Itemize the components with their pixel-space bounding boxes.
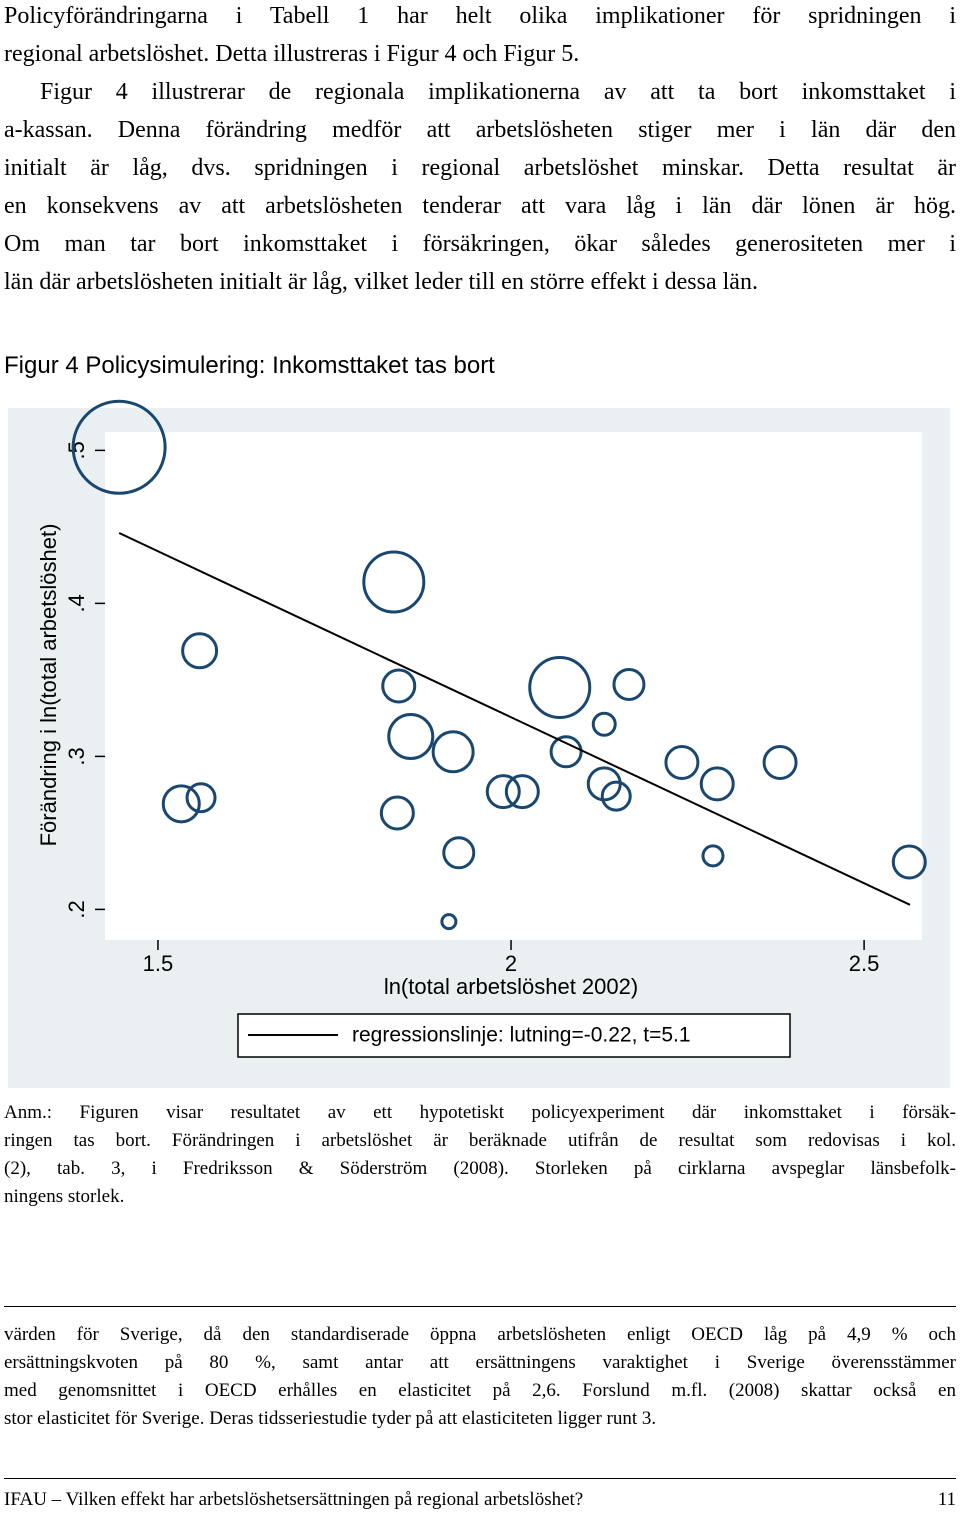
y-tick-label: .5 (64, 441, 89, 459)
y-axis-title: Förändring i ln(total arbetslöshet) (36, 524, 61, 847)
y-tick-label: .2 (64, 900, 89, 918)
body-line: en konsekvens av att arbetslösheten tend… (4, 193, 956, 219)
bubble (362, 550, 426, 614)
bubble (185, 782, 217, 814)
bubble (664, 745, 700, 781)
plot-area (105, 432, 922, 940)
x-tick-label: 1.5 (143, 951, 174, 976)
y-tick-label: .3 (64, 747, 89, 765)
body-line: Policyförändringarna i Tabell 1 har helt… (4, 3, 956, 29)
bubble (891, 844, 927, 880)
bubble (431, 730, 475, 774)
body-line: Figur 4 illustrerar de regionala implika… (40, 79, 956, 105)
bubble (699, 766, 735, 802)
bubble (181, 632, 219, 670)
note-line: Anm.: Figuren visar resultatet av ett hy… (4, 1102, 956, 1123)
note-line: ringen tas bort. Förändringen i arbetslö… (4, 1130, 956, 1151)
body-line: initialt är låg, dvs. spridningen i regi… (4, 155, 956, 181)
body-line: regional arbetslöshet. Detta illustreras… (4, 41, 580, 67)
bubble (504, 774, 540, 810)
bubble (600, 780, 632, 812)
footnote-line: med genomsnittet i OECD erhålles en elas… (4, 1380, 956, 1401)
bubble (161, 784, 201, 824)
bubble (485, 774, 521, 810)
bubble (762, 745, 798, 781)
bubble (549, 735, 583, 769)
footer-rule (4, 1478, 956, 1479)
x-tick-label: 2.5 (849, 951, 880, 976)
footnote-line: värden för Sverige, då den standardisera… (4, 1324, 956, 1345)
body-line: a-kassan. Denna förändring medför att ar… (4, 117, 956, 143)
bubble (379, 795, 415, 831)
note-line: (2), tab. 3, i Fredriksson & Söderström … (4, 1158, 956, 1179)
x-axis-title: ln(total arbetslöshet 2002) (384, 974, 638, 999)
chart: Förändring i ln(total arbetslöshet) ln(t… (8, 399, 950, 1088)
bubble (381, 668, 417, 704)
y-tick-label: .4 (64, 594, 89, 612)
figure-title: Figur 4 Policysimulering: Inkomsttaket t… (4, 352, 495, 379)
bubble (591, 711, 617, 737)
regression-line (118, 532, 911, 906)
page-number: 11 (937, 1489, 956, 1510)
bubble (71, 399, 167, 495)
footer-text: IFAU – Vilken effekt har arbetslöshetser… (4, 1489, 584, 1510)
bubble (612, 667, 646, 701)
body-line: Om man tar bort inkomsttaket i försäkrin… (4, 231, 956, 257)
legend-label: regressionslinje: lutning=-0.22, t=5.1 (352, 1024, 691, 1047)
bubble (440, 913, 458, 931)
bubble (701, 844, 725, 868)
bubble (442, 836, 476, 870)
body-line: län där arbetslösheten initialt är låg, … (4, 269, 758, 295)
bubble (387, 712, 435, 760)
footnote-line: stor elasticitet för Sverige. Deras tids… (4, 1408, 657, 1429)
x-tick-label: 2 (505, 951, 517, 976)
note-line: ningens storlek. (4, 1186, 125, 1207)
footnote-rule (4, 1306, 956, 1307)
bubble (528, 656, 592, 720)
footnote-line: ersättningskvoten på 80 %, samt antar at… (4, 1352, 956, 1373)
